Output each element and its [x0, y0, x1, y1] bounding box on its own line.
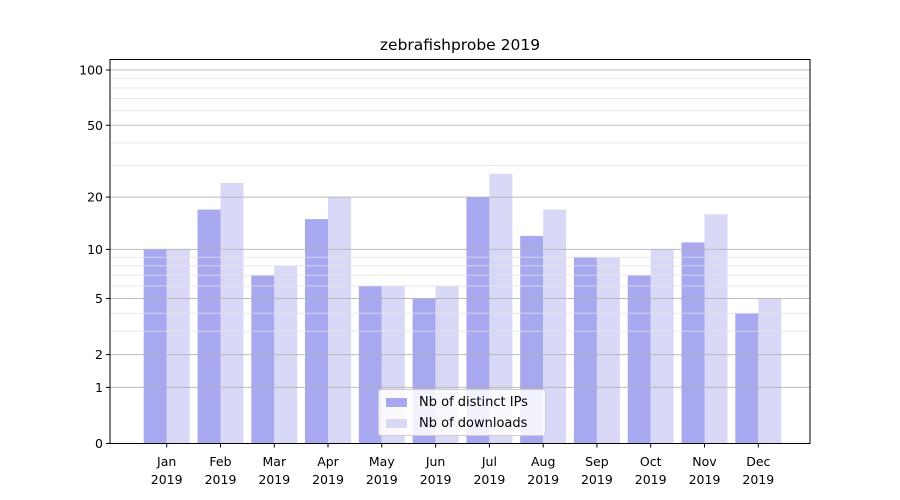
x-tick-label-month-dec: Dec	[746, 454, 770, 469]
x-tick-label-month-feb: Feb	[209, 454, 231, 469]
x-tick-label-year-aug: 2019	[527, 472, 559, 487]
x-tick-label-year-jan: 2019	[151, 472, 183, 487]
y-tick-label-1: 1	[95, 380, 103, 395]
x-tick-label-month-jan: Jan	[156, 454, 176, 469]
x-tick-label-month-oct: Oct	[640, 454, 662, 469]
x-tick-label-month-mar: Mar	[263, 454, 287, 469]
bar-nb-of-distinct-ips-feb	[197, 209, 221, 444]
bar-nb-of-distinct-ips-nov	[681, 242, 705, 444]
x-tick-label-year-oct: 2019	[635, 472, 667, 487]
legend-label-distinct-ips: Nb of distinct IPs	[419, 394, 528, 410]
bar-nb-of-distinct-ips-may	[358, 286, 382, 444]
x-tick-label-year-apr: 2019	[312, 472, 344, 487]
bar-nb-of-downloads-jan	[166, 249, 190, 444]
x-tick-label-year-sep: 2019	[581, 472, 613, 487]
bar-nb-of-downloads-nov	[704, 214, 728, 444]
bar-nb-of-distinct-ips-sep	[573, 257, 597, 444]
y-tick-label-0: 0	[95, 436, 103, 451]
legend-swatch-distinct-ips-icon	[386, 397, 407, 407]
bar-nb-of-downloads-oct	[650, 249, 674, 444]
bar-nb-of-downloads-jul	[489, 173, 513, 444]
legend-item-downloads: Nb of downloads	[386, 414, 545, 432]
x-tick-label-month-aug: Aug	[531, 454, 555, 469]
x-tick-label-year-feb: 2019	[205, 472, 237, 487]
x-tick-label-year-mar: 2019	[258, 472, 290, 487]
bar-nb-of-distinct-ips-dec	[735, 313, 759, 444]
x-tick-label-month-may: May	[369, 454, 395, 469]
bar-nb-of-distinct-ips-mar	[251, 275, 275, 444]
y-tick-label-50: 50	[87, 118, 103, 133]
x-tick-label-year-jun: 2019	[420, 472, 452, 487]
x-tick-label-month-jun: Jun	[425, 454, 446, 469]
chart-title: zebrafishprobe 2019	[379, 36, 541, 54]
x-tick-label-month-sep: Sep	[585, 454, 609, 469]
y-tick-label-20: 20	[87, 190, 103, 205]
legend: Nb of distinct IPs Nb of downloads	[378, 389, 546, 436]
legend-item-distinct-ips: Nb of distinct IPs	[386, 393, 545, 411]
x-tick-label-year-may: 2019	[366, 472, 398, 487]
bar-nb-of-downloads-apr	[328, 197, 351, 444]
bar-nb-of-downloads-aug	[543, 209, 567, 444]
bar-nb-of-distinct-ips-jul	[466, 197, 490, 444]
bar-nb-of-distinct-ips-jan	[143, 249, 167, 444]
bar-nb-of-distinct-ips-oct	[627, 275, 651, 444]
x-tick-label-year-dec: 2019	[742, 472, 774, 487]
legend-swatch-downloads-icon	[386, 418, 407, 428]
y-tick-label-2: 2	[95, 347, 103, 362]
bar-nb-of-downloads-dec	[758, 298, 782, 444]
y-tick-label-100: 100	[79, 63, 103, 78]
x-tick-label-month-nov: Nov	[692, 454, 717, 469]
x-tick-label-month-jul: Jul	[481, 454, 497, 469]
bar-nb-of-downloads-sep	[596, 257, 620, 444]
y-tick-label-5: 5	[95, 291, 103, 306]
x-tick-label-month-apr: Apr	[317, 454, 339, 469]
x-tick-label-year-nov: 2019	[689, 472, 721, 487]
x-tick-label-year-jul: 2019	[473, 472, 505, 487]
y-tick-label-10: 10	[87, 242, 103, 257]
legend-label-downloads: Nb of downloads	[419, 415, 528, 431]
axes-spines	[109, 59, 811, 444]
